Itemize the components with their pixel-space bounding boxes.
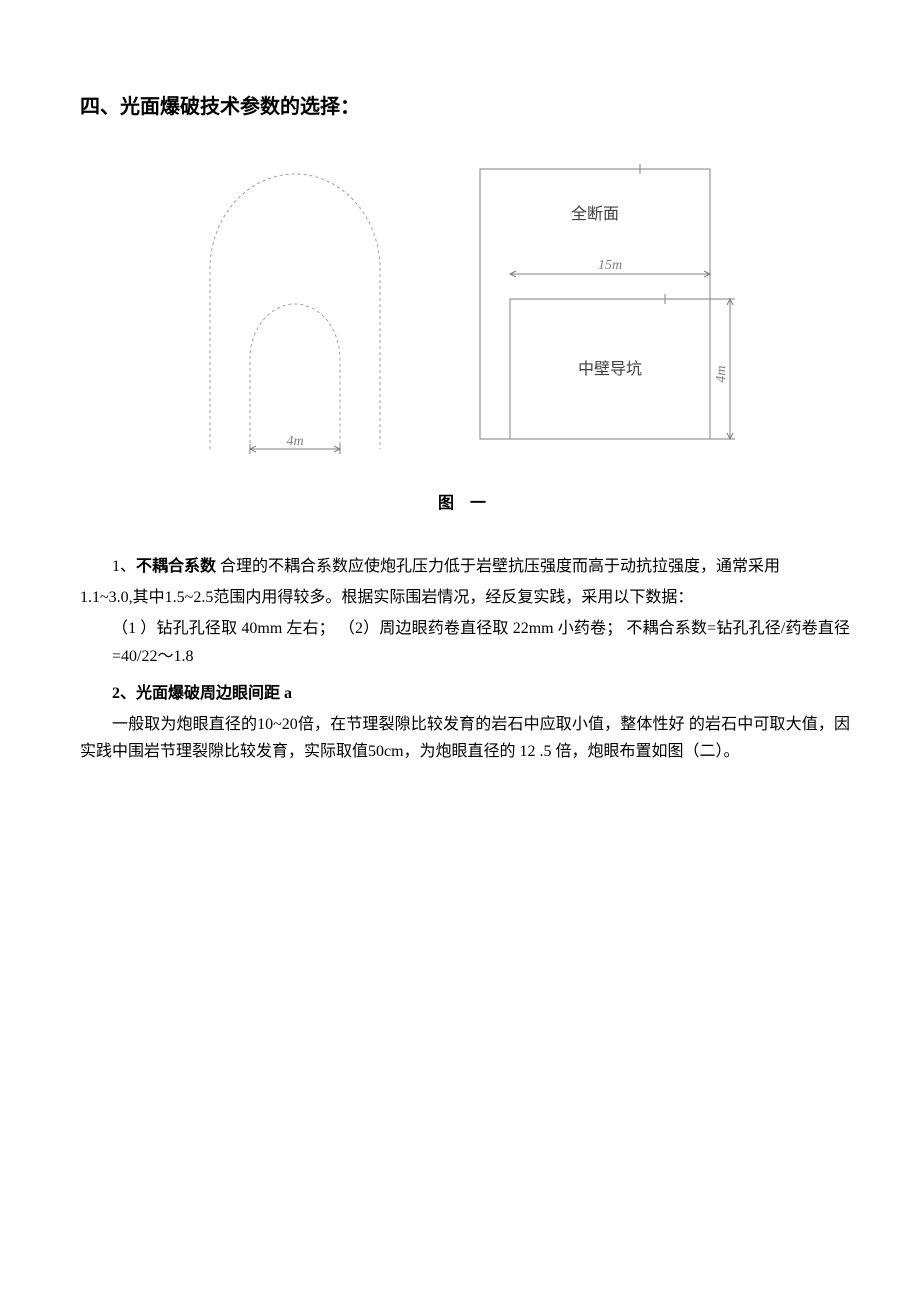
paragraph-2: 1.1~3.0,其中1.5~2.5范围内用得较多。根据实际围岩情况，经反复实践，… [80,584,850,611]
document-page: 四、光面爆破技术参数的选择： 4m 全断面 [0,0,920,829]
p1-rest: 合理的不耦合系数应使炮孔压力低于岩壁抗压强度而高于动抗拉强度，通常采用 [216,558,780,575]
figure-row: 4m 全断面 15m 中壁导坑 4m [80,149,850,459]
figure-right-section-diagram: 全断面 15m 中壁导坑 4m [470,149,750,459]
section-heading: 四、光面爆破技术参数的选择： [80,90,850,119]
p1-bold-term: 不耦合系数 [136,558,216,575]
paragraph-5: 一般取为炮眼直径的10~20倍，在节理裂隙比较发育的岩石中应取小值，整体性好 的… [80,711,850,765]
paragraph-4-heading: 2、光面爆破周边眼间距 a [80,680,850,707]
figure-left-arch-diagram: 4m [180,149,410,459]
mid-dim-label: 15m [598,258,622,273]
outer-arch-path [210,174,380,449]
top-section-label: 全断面 [571,205,619,223]
inner-arch-path [250,304,340,449]
paragraph-3: （1 ）钻孔孔径取 40mm 左右； （2）周边眼药卷直径取 22mm 小药卷；… [80,615,850,669]
figure-caption: 图 一 [80,489,850,513]
paragraph-1: 1、不耦合系数 合理的不耦合系数应使炮孔压力低于岩壁抗压强度而高于动抗拉强度，通… [80,553,850,580]
inner-bottom-dim-label: 4m [286,434,303,449]
p1-num: 1、 [112,558,136,575]
right-dim-label: 4m [714,365,729,382]
inner-rect-label: 中壁导坑 [578,359,642,378]
